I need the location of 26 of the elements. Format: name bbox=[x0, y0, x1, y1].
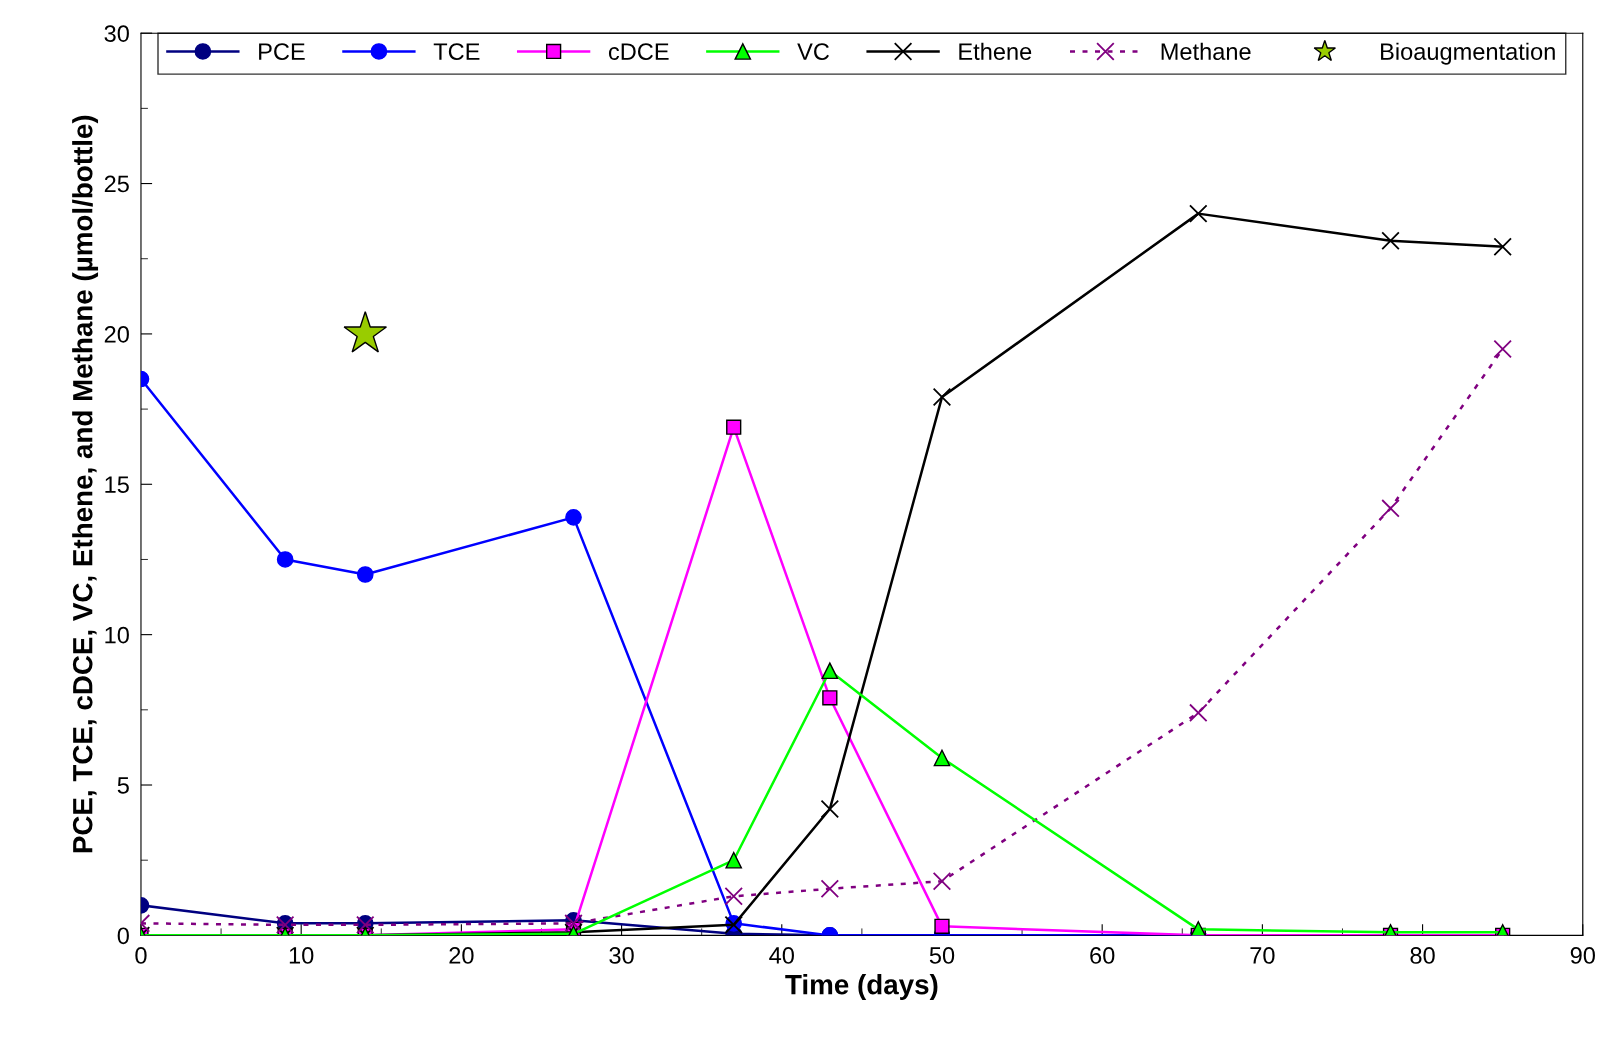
x-tick-label: 10 bbox=[289, 947, 314, 964]
y-tick-label: 5 bbox=[117, 777, 129, 794]
legend-label: VC bbox=[797, 43, 829, 60]
legend-label: cDCE bbox=[608, 43, 669, 60]
y-axis-title: PCE, TCE, cDCE, VC, Ethene, and Methane (µmol/bottle) bbox=[72, 115, 99, 853]
x-tick-label: 70 bbox=[1250, 947, 1275, 964]
legend-label: Bioaugmentation bbox=[1381, 42, 1555, 65]
y-tick-label: 25 bbox=[104, 175, 129, 193]
x-tick-label: 80 bbox=[1410, 947, 1435, 964]
y-tick-label: 20 bbox=[104, 325, 129, 343]
legend-label: Methane bbox=[1161, 42, 1251, 60]
legend-label: Ethene bbox=[959, 42, 1032, 60]
y-tick-label: 30 bbox=[104, 25, 129, 42]
y-tick-label: 0 bbox=[117, 927, 129, 945]
x-axis-title: Time (days) bbox=[785, 974, 938, 1000]
x-tick-label: 40 bbox=[769, 947, 794, 964]
x-tick-label: 90 bbox=[1570, 947, 1595, 964]
x-tick-label: 20 bbox=[449, 947, 474, 964]
x-tick-label: 30 bbox=[609, 947, 634, 964]
y-tick-label: 15 bbox=[105, 476, 129, 494]
x-tick-label: 60 bbox=[1090, 947, 1115, 964]
legend-label: TCE bbox=[433, 43, 480, 60]
x-tick-label: 50 bbox=[929, 947, 955, 964]
x-tick-label: 0 bbox=[135, 947, 147, 964]
legend-label: PCE bbox=[259, 43, 305, 60]
y-tick-label: 10 bbox=[105, 626, 129, 644]
